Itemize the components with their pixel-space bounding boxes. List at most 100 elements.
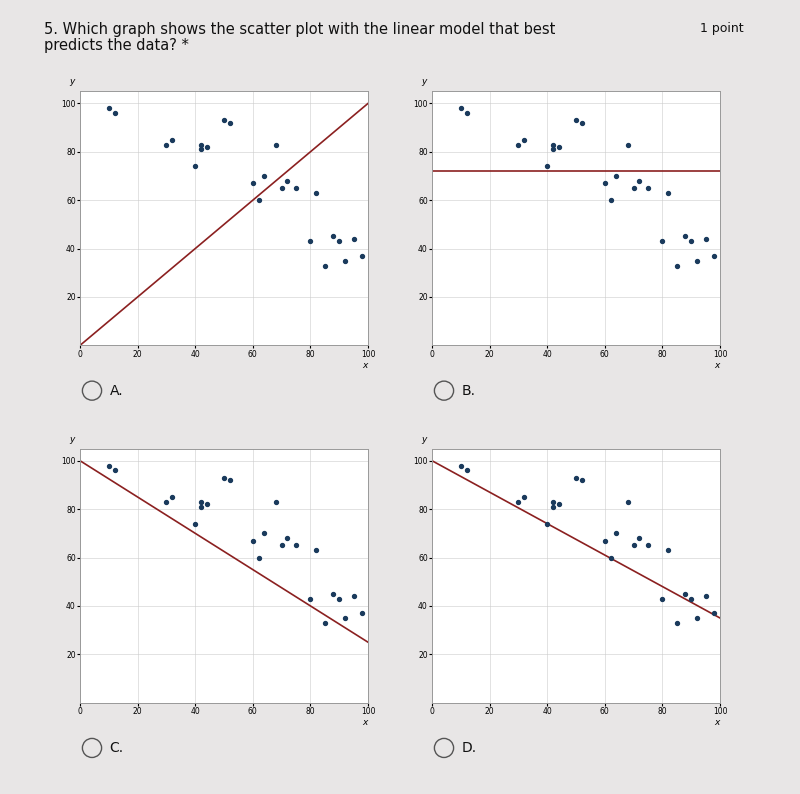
Point xyxy=(604,551,617,564)
Point xyxy=(627,182,640,195)
Point xyxy=(218,114,230,127)
Point xyxy=(166,133,178,146)
Point xyxy=(690,254,703,267)
Point xyxy=(622,138,634,151)
Text: x: x xyxy=(362,718,368,727)
Point xyxy=(656,235,669,248)
Point xyxy=(304,235,317,248)
Point xyxy=(304,592,317,605)
Text: A.: A. xyxy=(110,384,123,398)
Point xyxy=(552,498,565,511)
Point xyxy=(570,114,582,127)
Text: predicts the data? *: predicts the data? * xyxy=(44,38,189,53)
Point xyxy=(610,170,622,183)
Point xyxy=(546,138,559,151)
Point xyxy=(194,500,207,513)
Text: D.: D. xyxy=(462,741,477,755)
Text: y: y xyxy=(421,77,426,87)
Point xyxy=(246,534,259,547)
Point xyxy=(622,495,634,508)
Point xyxy=(610,527,622,540)
Point xyxy=(512,138,525,151)
Point xyxy=(338,254,351,267)
Point xyxy=(347,233,360,245)
Point xyxy=(102,102,115,114)
Point xyxy=(633,532,646,545)
Point xyxy=(670,616,683,629)
Point xyxy=(218,472,230,484)
Point xyxy=(656,592,669,605)
Point xyxy=(275,182,288,195)
Point xyxy=(604,194,617,206)
Point xyxy=(685,235,698,248)
Point xyxy=(327,230,340,243)
Point xyxy=(275,539,288,552)
Point xyxy=(518,133,530,146)
Text: B.: B. xyxy=(462,384,476,398)
Point xyxy=(627,539,640,552)
Point xyxy=(194,138,207,151)
Point xyxy=(454,102,467,114)
Point xyxy=(166,491,178,503)
Point xyxy=(460,106,473,119)
Point xyxy=(252,194,265,206)
Point xyxy=(570,472,582,484)
Point xyxy=(327,588,340,600)
Text: 5. Which graph shows the scatter plot with the linear model that best: 5. Which graph shows the scatter plot wi… xyxy=(44,22,555,37)
Point xyxy=(546,143,559,156)
Point xyxy=(252,551,265,564)
Point xyxy=(258,170,270,183)
Point xyxy=(200,498,213,511)
Point xyxy=(281,532,294,545)
Point xyxy=(347,590,360,603)
Point xyxy=(598,177,611,190)
Point xyxy=(546,495,559,508)
Point xyxy=(541,160,554,172)
Text: x: x xyxy=(714,360,720,370)
Text: x: x xyxy=(362,360,368,370)
Point xyxy=(194,143,207,156)
Point xyxy=(679,588,692,600)
Point xyxy=(338,611,351,624)
Point xyxy=(670,259,683,272)
Point xyxy=(518,491,530,503)
Text: y: y xyxy=(69,434,74,444)
Point xyxy=(454,459,467,472)
Point xyxy=(194,495,207,508)
Point xyxy=(546,500,559,513)
Point xyxy=(633,175,646,187)
Point xyxy=(512,495,525,508)
Point xyxy=(333,235,346,248)
Text: y: y xyxy=(421,434,426,444)
Point xyxy=(258,527,270,540)
Point xyxy=(662,544,674,557)
Text: x: x xyxy=(714,718,720,727)
Point xyxy=(708,249,721,262)
Point xyxy=(290,182,302,195)
Point xyxy=(333,592,346,605)
Point xyxy=(318,259,331,272)
Point xyxy=(575,474,588,487)
Point xyxy=(642,539,654,552)
Point xyxy=(160,138,173,151)
Point xyxy=(679,230,692,243)
Point xyxy=(318,616,331,629)
Point xyxy=(189,160,202,172)
Point xyxy=(699,590,712,603)
Point xyxy=(690,611,703,624)
Text: C.: C. xyxy=(110,741,124,755)
Point xyxy=(281,175,294,187)
Point xyxy=(223,117,236,129)
Point xyxy=(160,495,173,508)
Point xyxy=(552,141,565,153)
Point xyxy=(356,249,369,262)
Point xyxy=(246,177,259,190)
Point xyxy=(541,517,554,530)
Point xyxy=(642,182,654,195)
Point xyxy=(310,187,322,199)
Point xyxy=(108,464,121,476)
Point xyxy=(102,459,115,472)
Point xyxy=(699,233,712,245)
Point xyxy=(708,607,721,619)
Point xyxy=(223,474,236,487)
